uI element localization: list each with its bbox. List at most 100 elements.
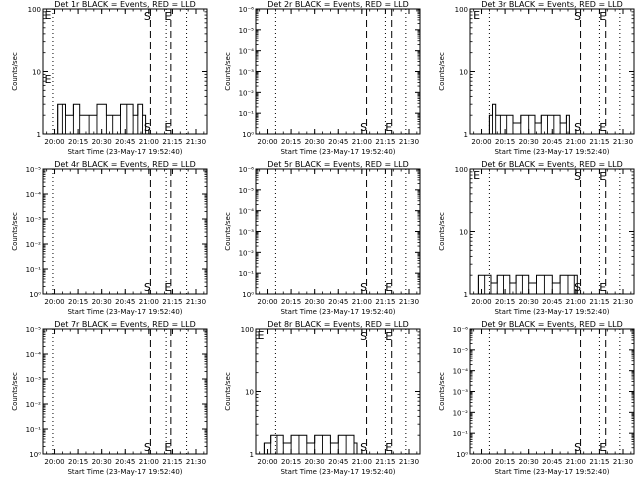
x-tick-label: 21:15: [589, 298, 609, 306]
x-tick-label: 21:00: [566, 138, 586, 146]
events-series-line: [477, 274, 578, 294]
x-tick-label: 20:15: [281, 458, 301, 466]
x-tick-label: 21:00: [139, 298, 159, 306]
end-marker-label-bottom: E: [599, 441, 606, 454]
detector-panel: Det 1r BLACK = Events, RED = LLD 1 10 100 Co…: [11, 0, 208, 156]
y-tick-label: 10⁰: [29, 451, 41, 459]
x-tick-label: 21:30: [613, 458, 633, 466]
y-tick-label: 10⁻³: [26, 376, 42, 384]
y-axis-label: Counts/sec: [11, 212, 19, 251]
start-marker-label-bottom: S: [144, 441, 151, 454]
y-tick-label: 10⁻⁴: [239, 48, 255, 56]
x-tick-label: 20:15: [68, 458, 88, 466]
y-axis-label: Counts/sec: [224, 372, 232, 411]
panel-title: Det 2r BLACK = Events, RED = LLD: [267, 0, 409, 9]
x-axis-label: Start Time (23-May-17 19:52:40): [494, 308, 609, 316]
y-tick-label: 10⁰: [242, 131, 254, 139]
plot-frame: [42, 168, 208, 295]
y-tick-label: 10⁻⁵: [453, 347, 469, 355]
y-tick-label: 10⁻²: [26, 401, 42, 409]
end-marker-label-bottom: E: [599, 121, 606, 134]
panel-title: Det 7r BLACK = Events, RED = LLD: [54, 320, 196, 329]
end-marker-label-top: E: [164, 10, 171, 23]
x-tick-label: 20:15: [281, 298, 301, 306]
panel-title: Det 3r BLACK = Events, RED = LLD: [481, 0, 623, 9]
x-tick-label: 21:00: [566, 298, 586, 306]
y-axis-label: Counts/sec: [224, 212, 232, 251]
y-tick-label: 10: [459, 69, 468, 77]
y-tick-label: 10⁻³: [26, 216, 42, 224]
detector-panel: Det 3r BLACK = Events, RED = LLD 1 10 100 Co…: [438, 0, 635, 156]
detector-panel: Det 9r BLACK = Events, RED = LLD 10⁰ 10⁻¹ 1…: [438, 320, 635, 476]
x-tick-label: 20:45: [115, 298, 135, 306]
end-marker-label-bottom: E: [599, 281, 606, 294]
x-tick-label: 20:45: [115, 458, 135, 466]
x-tick-label: 20:30: [305, 458, 325, 466]
x-axis-label: Start Time (23-May-17 19:52:40): [494, 148, 609, 156]
start-marker-label-bottom: S: [574, 121, 581, 134]
x-tick-label: 20:00: [257, 458, 277, 466]
x-tick-label: 20:30: [519, 138, 539, 146]
x-tick-label: 20:15: [495, 138, 515, 146]
x-tick-label: 20:45: [542, 138, 562, 146]
y-tick-label: 10⁻⁵: [239, 187, 255, 195]
x-tick-label: 20:45: [328, 458, 348, 466]
x-tick-label: 20:00: [44, 138, 64, 146]
x-tick-label: 21:00: [352, 458, 372, 466]
start-marker-label-bottom: S: [360, 281, 367, 294]
end-marker-label-bottom: E: [164, 281, 171, 294]
y-tick-label: 1: [464, 131, 468, 139]
x-tick-label: 20:00: [471, 138, 491, 146]
y-axis-label: Counts/sec: [11, 372, 19, 411]
end-marker-label-bottom: E: [164, 121, 171, 134]
y-axis-label: Counts/sec: [438, 372, 446, 411]
x-tick-label: 21:00: [139, 458, 159, 466]
end-marker-label-bottom: E: [385, 441, 392, 454]
y-tick-label: 10⁻⁴: [453, 368, 469, 376]
y-tick-label: 10⁻²: [26, 241, 42, 249]
end-marker-label-bottom: E: [385, 281, 392, 294]
x-tick-label: 21:00: [139, 138, 159, 146]
y-tick-label: 10⁻⁴: [26, 191, 42, 199]
x-tick-label: 20:45: [328, 298, 348, 306]
start-marker-label-bottom: S: [574, 441, 581, 454]
x-tick-label: 21:30: [613, 298, 633, 306]
x-tick-label: 21:30: [186, 298, 206, 306]
x-tick-label: 21:15: [589, 138, 609, 146]
plot-frame: [42, 328, 208, 455]
y-tick-label: 10⁰: [456, 451, 468, 459]
x-tick-label: 21:30: [399, 298, 419, 306]
detector-panel: Det 6r BLACK = Events, RED = LLD 1 10 100 Co…: [438, 160, 635, 316]
detector-panel: Det 8r BLACK = Events, RED = LLD 1 10 100 Co…: [224, 320, 421, 476]
x-tick-label: 20:30: [305, 138, 325, 146]
plot-frame: [255, 8, 421, 135]
y-tick-label: 10⁻⁶: [453, 326, 469, 334]
end-marker-label-top: E: [599, 170, 606, 183]
y-axis-label: Counts/sec: [224, 52, 232, 91]
y-tick-label: 10⁻⁶: [239, 6, 255, 14]
x-tick-label: 21:00: [566, 458, 586, 466]
y-tick-label: 10⁻²: [239, 249, 255, 257]
plot-frame: [255, 168, 421, 295]
y-tick-label: 10⁻¹: [239, 110, 255, 118]
x-tick-label: 20:15: [495, 298, 515, 306]
y-tick-label: 100: [241, 326, 254, 334]
y-tick-label: 10: [32, 69, 41, 77]
corner-letter: E: [45, 73, 52, 86]
y-tick-label: 10⁻¹: [26, 266, 42, 274]
y-tick-label: 10⁻³: [239, 69, 255, 77]
x-tick-label: 20:15: [495, 458, 515, 466]
y-tick-label: 10⁻¹: [26, 426, 42, 434]
start-marker-label-bottom: S: [360, 121, 367, 134]
y-tick-label: 1: [464, 291, 468, 299]
x-axis-label: Start Time (23-May-17 19:52:40): [67, 308, 182, 316]
x-axis-label: Start Time (23-May-17 19:52:40): [494, 468, 609, 476]
start-marker-label-top: S: [574, 170, 581, 183]
x-tick-label: 21:15: [162, 138, 182, 146]
x-tick-label: 20:00: [44, 298, 64, 306]
start-marker-label-top: S: [144, 10, 151, 23]
x-tick-label: 20:30: [305, 298, 325, 306]
x-tick-label: 21:00: [352, 298, 372, 306]
y-tick-label: 10⁻²: [453, 409, 469, 417]
x-tick-label: 21:15: [162, 458, 182, 466]
